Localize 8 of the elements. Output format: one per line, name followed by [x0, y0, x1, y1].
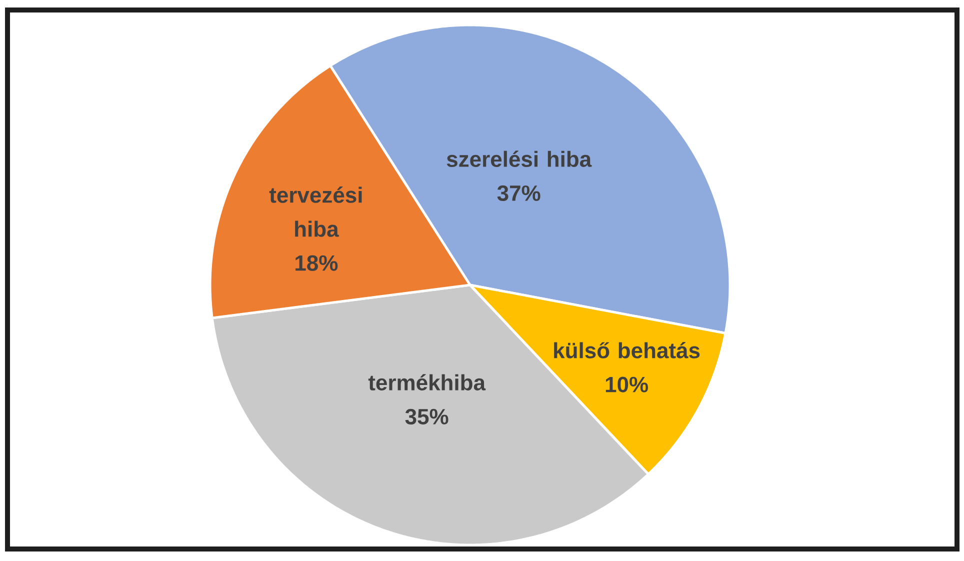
- slice-label: termékhiba: [368, 374, 486, 390]
- data-label: 35%: [405, 408, 448, 424]
- slice-label: tervezési hiba: [269, 186, 362, 237]
- data-label: 10%: [606, 376, 648, 392]
- data-label: 18%: [296, 255, 338, 271]
- data-label: 37%: [497, 185, 540, 202]
- slice-label: külső behatás: [554, 342, 700, 358]
- slice-label: szerelési hiba: [446, 150, 592, 167]
